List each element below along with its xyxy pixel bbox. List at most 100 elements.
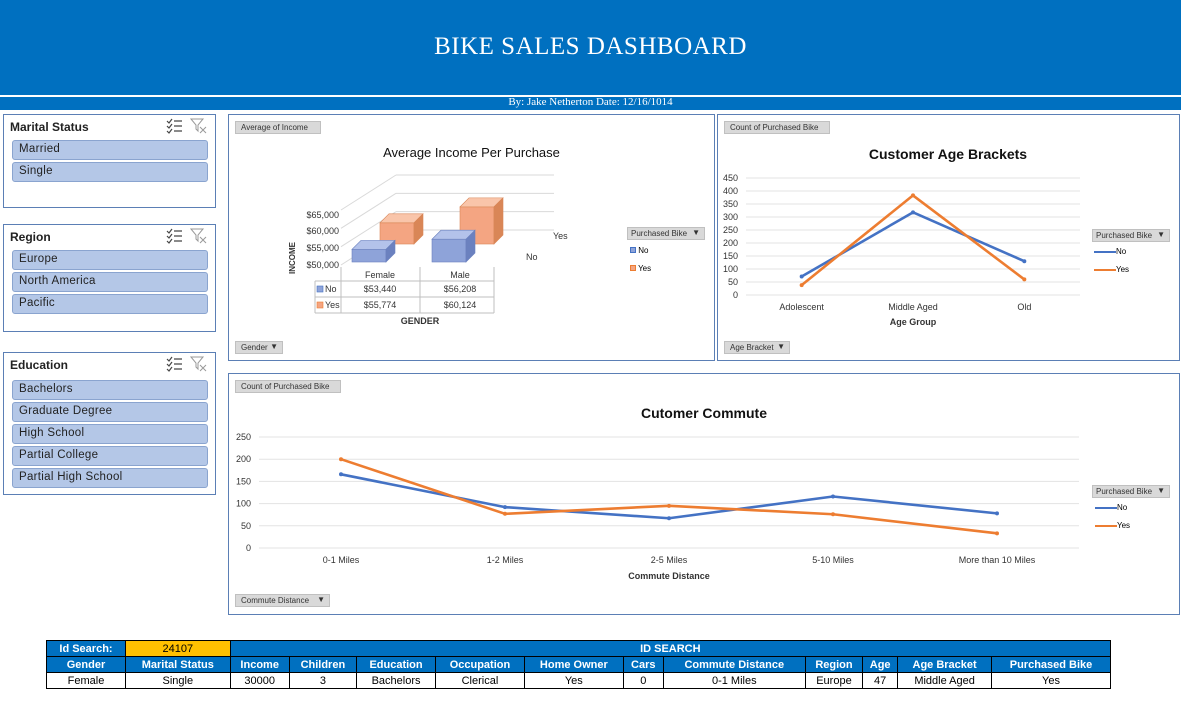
data-point (799, 283, 804, 288)
dropdown-arrow-icon: ▼ (777, 342, 785, 351)
y-axis-ticks: 0 50 100 150 200 250 300 350 400 450 (723, 173, 738, 300)
slicer-item-pacific[interactable]: Pacific (12, 294, 208, 314)
clear-filter-icon[interactable] (190, 228, 208, 244)
table-value: $60,124 (444, 300, 477, 310)
legend-field-button[interactable]: Purchased Bike ▼ (1092, 485, 1170, 498)
table-value: $56,208 (444, 284, 477, 294)
multi-select-icon[interactable] (165, 118, 183, 134)
slicer-item-single[interactable]: Single (12, 162, 208, 182)
y-tick: 200 (236, 454, 251, 464)
legend-item-no: No (630, 246, 648, 255)
slicer-item-bachelors[interactable]: Bachelors (12, 380, 208, 400)
legend-item-no: No (1094, 247, 1126, 256)
slicer-title: Education (10, 358, 69, 372)
y-tick: 150 (236, 476, 251, 486)
slicer-education: Education Bachelors Graduate Degree High… (3, 352, 216, 495)
y-tick: 450 (723, 173, 738, 183)
axis-field-button[interactable]: Gender ▼ (235, 341, 283, 354)
slicer-item-graduate-degree[interactable]: Graduate Degree (12, 402, 208, 422)
column-header: Education (356, 656, 436, 673)
age-chart-panel: Count of Purchased Bike Customer Age Bra… (717, 114, 1180, 361)
value-field-button[interactable]: Count of Purchased Bike (235, 380, 341, 393)
legend-item-yes: Yes (1094, 265, 1129, 274)
series-line-yes (340, 457, 998, 535)
income-chart-panel: Average of Income Average Income Per Pur… (228, 114, 715, 361)
clear-filter-icon[interactable] (190, 118, 208, 134)
x-axis-label: Commute Distance (628, 571, 710, 581)
y-tick: 0 (246, 543, 251, 553)
commute-chart-panel: Count of Purchased Bike Cutomer Commute … (228, 373, 1180, 615)
category-label: 1-2 Miles (487, 555, 524, 565)
id-search-table: Id Search: 24107 ID SEARCH Gender Marital… (46, 640, 1112, 689)
clear-filter-icon[interactable] (190, 356, 208, 372)
value-field-button[interactable]: Average of Income (235, 121, 321, 134)
column-header: Gender (46, 656, 126, 673)
data-point (667, 516, 671, 521)
category-label: 5-10 Miles (812, 555, 854, 565)
legend-item-yes: Yes (1095, 521, 1130, 530)
multi-select-icon[interactable] (165, 356, 183, 372)
commute-line-chart: 0 50 100 150 200 250 0-1 Miles 1-2 Miles 2-5 Mi… (236, 432, 1079, 581)
slicer-item-partial-college[interactable]: Partial College (12, 446, 208, 466)
table-cell: Female (46, 672, 126, 689)
line-series (339, 457, 999, 536)
category-label: 0-1 Miles (323, 555, 360, 565)
value-field-button[interactable]: Count of Purchased Bike (724, 121, 830, 134)
category-label: Female (365, 270, 395, 280)
y-tick: 100 (236, 499, 251, 509)
column-header: Commute Distance (662, 656, 806, 673)
legend-field-button[interactable]: Purchased Bike ▼ (627, 227, 705, 240)
y-axis-ticks: 0 50 100 150 200 250 (236, 432, 251, 553)
slicer-item-married[interactable]: Married (12, 140, 208, 160)
category-label: Middle Aged (888, 302, 938, 312)
y-tick: $60,000 (306, 226, 339, 236)
series-line-yes (800, 194, 1026, 287)
axis-field-button[interactable]: Age Bracket ▼ (724, 341, 790, 354)
bar-no (351, 239, 396, 263)
category-label: 2-5 Miles (651, 555, 688, 565)
id-search-input[interactable]: 24107 (124, 640, 231, 657)
byline-bar: By: Jake Netherton Date: 12/16/1014 (0, 96, 1181, 110)
axis-field-button[interactable]: Commute Distance ▼ (235, 594, 330, 607)
y-tick: 350 (723, 199, 738, 209)
data-point (503, 511, 507, 516)
table-series-label: No (325, 284, 337, 294)
x-axis-categories: 0-1 Miles 1-2 Miles 2-5 Miles 5-10 Miles Mor… (323, 555, 1036, 565)
category-label: Old (1017, 302, 1031, 312)
y-tick: $65,000 (306, 210, 339, 220)
column-header: Age (862, 656, 899, 673)
table-value: $53,440 (364, 284, 397, 294)
table-cell: Middle Aged (897, 672, 993, 689)
column-header: Children (288, 656, 358, 673)
slicer-item-partial-high-school[interactable]: Partial High School (12, 468, 208, 488)
data-point (911, 210, 915, 215)
category-label: More than 10 Miles (959, 555, 1036, 565)
data-point (799, 274, 804, 279)
table-cell: 0 (622, 672, 664, 689)
slicer-item-europe[interactable]: Europe (12, 250, 208, 270)
category-label: Male (450, 270, 470, 280)
column-header: Marital Status (124, 656, 231, 673)
line-series (799, 193, 1027, 288)
legend-field-button[interactable]: Purchased Bike ▼ (1092, 229, 1170, 242)
dropdown-arrow-icon: ▼ (317, 595, 325, 604)
data-point (995, 511, 999, 516)
data-point (339, 457, 343, 462)
bar-yes (459, 197, 504, 245)
depth-label: No (526, 252, 538, 262)
column-header: Age Bracket (897, 656, 993, 673)
x-axis-categories: Adolescent Middle Aged Old (779, 302, 1031, 312)
table-cell: 3 (288, 672, 358, 689)
table-value: $55,774 (364, 300, 397, 310)
bar-no (431, 229, 476, 263)
y-axis-label: INCOME (288, 241, 297, 274)
slicer-item-north-america[interactable]: North America (12, 272, 208, 292)
age-line-chart: 0 50 100 150 200 250 300 350 400 450 Adolescent Mi… (723, 173, 1080, 327)
data-point (1022, 277, 1027, 282)
y-tick: 50 (241, 521, 251, 531)
chart-title: Customer Age Brackets (868, 146, 1028, 162)
multi-select-icon[interactable] (165, 228, 183, 244)
table-header-row: Gender Marital Status Income Children Educat… (46, 656, 1111, 673)
slicer-item-high-school[interactable]: High School (12, 424, 208, 444)
chart-title: Cutomer Commute (640, 405, 767, 421)
